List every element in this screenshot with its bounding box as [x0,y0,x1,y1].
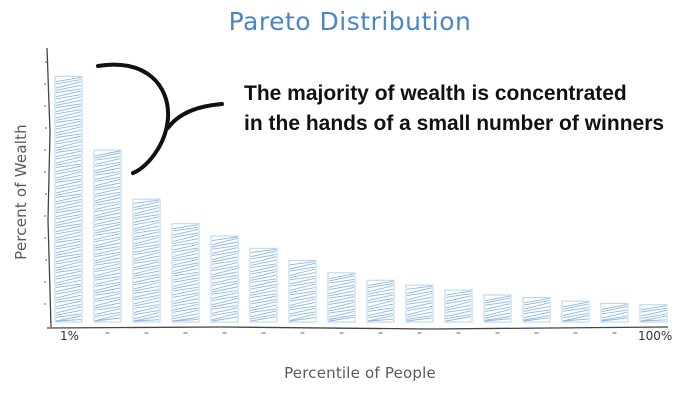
bar-hatch [133,199,160,322]
bar-outline [600,303,629,323]
bar-outline [132,198,161,323]
bar-hatch [640,305,667,322]
y-axis-label: Percent of Wealth [12,124,30,260]
x-axis-line [46,326,669,330]
bar [171,223,200,323]
bar-outline [327,272,356,323]
bar [405,284,434,323]
bar [132,198,161,323]
x-tick-first: 1% [60,329,79,343]
bar-hatch [445,290,472,322]
bar [522,296,551,323]
bar-outline [54,75,83,323]
bar [327,272,356,323]
bar-outline [444,289,473,323]
bar-hatch [523,297,550,322]
bar [600,303,629,323]
bar-outline [288,260,317,323]
bar [639,304,668,323]
bar-outline [561,300,590,323]
annotation-line-1: The majority of wealth is concentrated [244,82,627,105]
bar [249,247,278,323]
bar-hatch [601,304,628,322]
bar-hatch [562,301,589,322]
bar [561,300,590,323]
bar-hatch [328,273,355,322]
bar [54,75,83,323]
bar-hatch [172,224,199,322]
bar-hatch [55,76,82,322]
chart-title: Pareto Distribution [229,7,472,36]
annotation-pointer [166,102,224,130]
bar-hatch [367,280,394,322]
bar-hatch [289,261,316,322]
bar [366,279,395,323]
bar-outline [639,304,668,323]
bar-hatch [406,285,433,322]
ticks-layer [44,61,617,334]
bar-outline [405,284,434,323]
y-axis-line [46,47,52,328]
bar [210,235,239,323]
bar-outline [210,235,239,323]
bar-outline [483,294,512,323]
bar [483,294,512,323]
bar-outline [249,247,278,323]
bar-hatch [484,295,511,322]
bar-outline [522,296,551,323]
bar [444,289,473,323]
annotation-brace [96,62,171,175]
x-axis-label: Percentile of People [284,364,436,382]
x-tick-last: 100% [638,329,672,343]
bar-hatch [94,150,121,322]
bars-layer [54,75,668,323]
bar-hatch [250,248,277,322]
bar-outline [171,223,200,323]
bar [93,149,122,323]
bar-hatch [211,236,238,322]
bar [288,260,317,323]
annotation-line-2: in the hands of a small number of winner… [244,112,664,135]
bar-outline [93,149,122,323]
bar-outline [366,279,395,323]
